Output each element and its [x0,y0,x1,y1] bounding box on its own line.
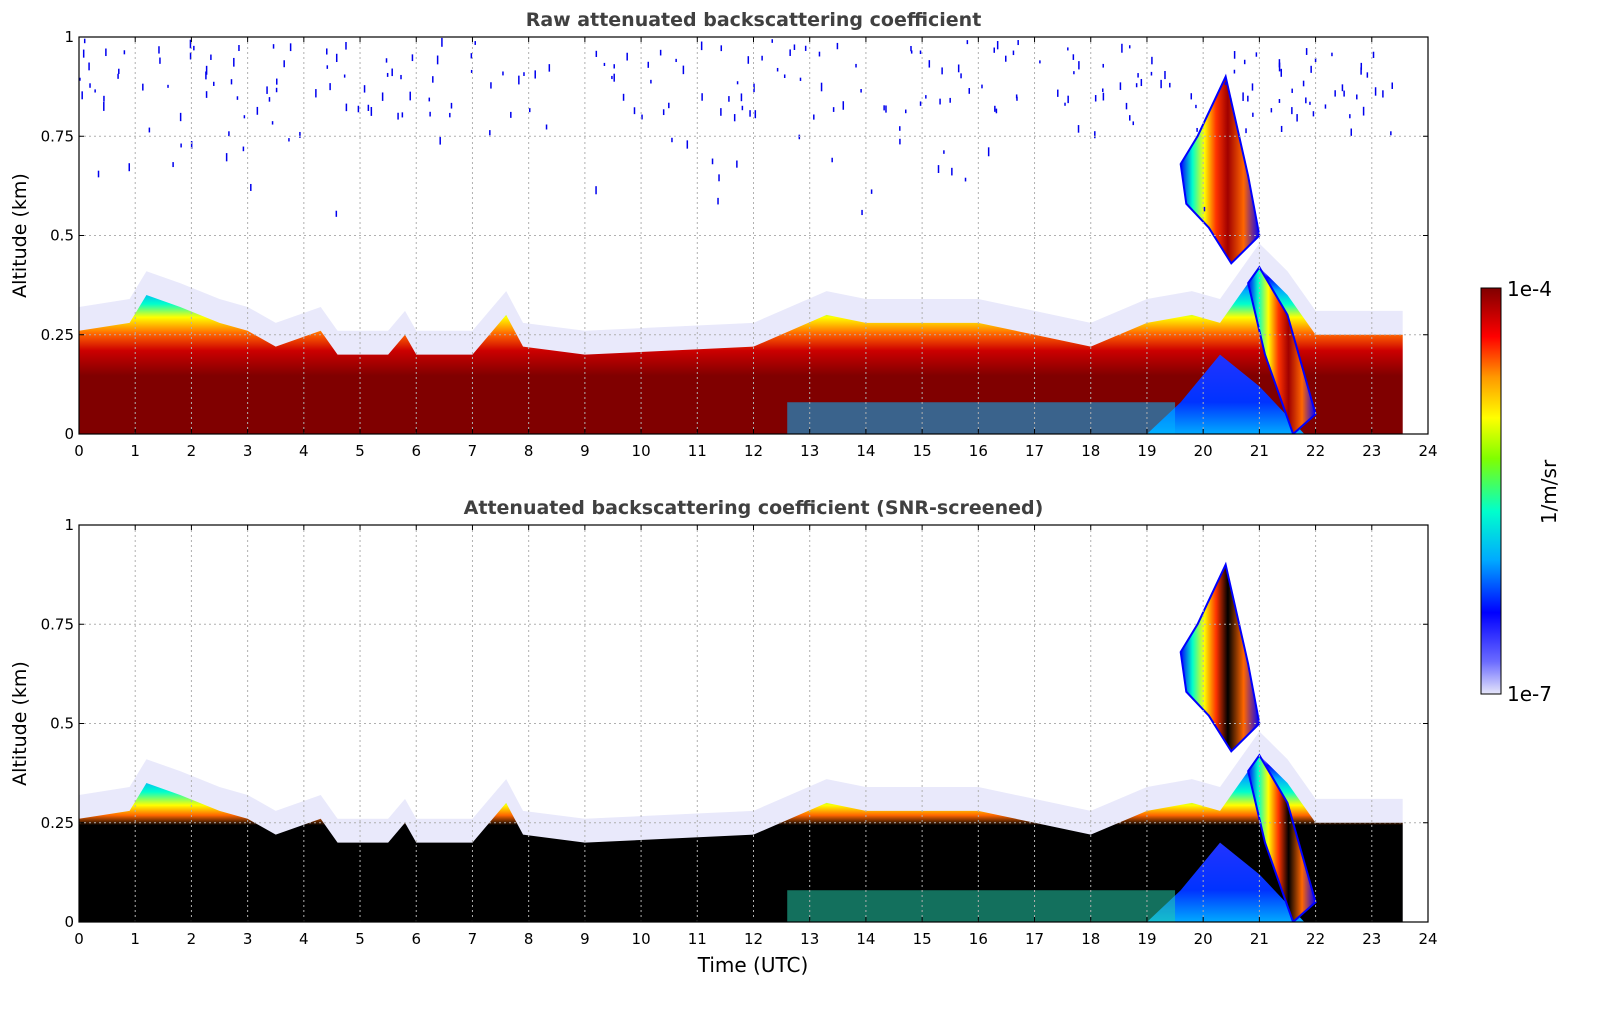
raw-backscatter-panel: 0 1 2 3 4 5 6 7 8 9 10 11 12 13 14 15 16 17 18 19 20 21 22 23 24… [9,9,1438,460]
x-tick-label: 21 [1250,442,1269,460]
panel-title: Attenuated backscattering coefficient (S… [464,497,1044,519]
x-tick-label: 5 [355,442,365,460]
x-tick-label: 7 [468,442,478,460]
colorbar-min-label: 1e-7 [1507,682,1552,706]
x-tick-label: 11 [688,442,707,460]
noise-speckles [79,37,1393,217]
x-tick-label: 6 [411,930,421,948]
x-tick-label: 13 [800,442,819,460]
x-tick-label: 2 [187,930,197,948]
aerosol-layer [79,267,1403,434]
x-tick-label: 16 [969,442,988,460]
y-tick-label: 0.25 [41,814,74,832]
x-tick-label: 8 [524,442,534,460]
x-tick-label: 15 [913,442,932,460]
surface-noise [787,402,1176,434]
x-tick-label: 10 [632,930,651,948]
x-tick-label: 14 [856,442,875,460]
x-tick-label: 21 [1250,930,1269,948]
x-tick-label: 9 [580,442,590,460]
grid [79,37,1428,434]
x-tick-label: 14 [856,930,875,948]
low-signal-region [1146,354,1305,434]
x-tick-label: 6 [411,442,421,460]
x-tick-label: 15 [913,930,932,948]
x-tick-label: 16 [969,930,988,948]
x-tick-label: 8 [524,930,534,948]
x-tick-label: 2 [187,442,197,460]
x-tick-label: 18 [1081,442,1100,460]
x-tick-label: 23 [1362,442,1381,460]
y-tick-label: 0.75 [41,127,74,145]
y-tick-label: 0.25 [41,326,74,344]
x-tick-label: 10 [632,442,651,460]
x-tick-label: 23 [1362,930,1381,948]
y-tick-label: 0 [64,425,74,443]
x-tick-label: 13 [800,930,819,948]
x-tick-label: 0 [74,442,84,460]
x-tick-label: 3 [243,442,253,460]
y-tick-label: 1 [64,28,74,46]
x-tick-label: 11 [688,930,707,948]
x-tick-label: 20 [1194,930,1213,948]
aerosol-layer [79,755,1403,922]
x-tick-label: 1 [130,442,140,460]
colorbar: 1e-4 1e-7 1/m/sr [1480,277,1561,706]
y-tick-label: 0 [64,913,74,931]
x-tick-label: 5 [355,930,365,948]
x-tick-label: 20 [1194,442,1213,460]
y-axis-label: Altitude (km) [9,661,31,786]
x-tick-label: 24 [1418,930,1437,948]
panel-title: Raw attenuated backscattering coefficien… [526,9,982,31]
x-tick-label: 22 [1306,930,1325,948]
x-tick-label: 12 [744,930,763,948]
x-tick-label: 17 [1025,442,1044,460]
x-tick-label: 9 [580,930,590,948]
colorbar-gradient [1480,287,1502,695]
colorbar-unit-label: 1/m/sr [1537,459,1561,524]
x-tick-label: 24 [1418,442,1437,460]
x-tick-label: 22 [1306,442,1325,460]
surface-noise [787,890,1176,922]
x-axis-label: Time (UTC) [697,953,809,977]
grid [79,525,1428,922]
y-tick-label: 0.5 [50,227,74,245]
y-tick-label: 0.75 [41,615,74,633]
y-tick-label: 0.5 [50,715,74,733]
x-tick-label: 4 [299,442,309,460]
x-tick-label: 3 [243,930,253,948]
x-tick-label: 12 [744,442,763,460]
x-tick-label: 17 [1025,930,1044,948]
y-axis-label: Altitude (km) [9,173,31,298]
colorbar-max-label: 1e-4 [1507,277,1552,301]
y-tick-label: 1 [64,516,74,534]
x-tick-label: 0 [74,930,84,948]
snr-screened-backscatter-panel: 0 1 2 3 4 5 6 7 8 9 10 11 12 13 14 15 16 17 18 19 20 21 22 23 24… [9,497,1438,948]
low-signal-region [1146,842,1305,922]
x-tick-label: 19 [1137,442,1156,460]
x-tick-label: 7 [468,930,478,948]
x-tick-label: 1 [130,930,140,948]
x-tick-label: 4 [299,930,309,948]
x-tick-label: 18 [1081,930,1100,948]
x-tick-label: 19 [1137,930,1156,948]
